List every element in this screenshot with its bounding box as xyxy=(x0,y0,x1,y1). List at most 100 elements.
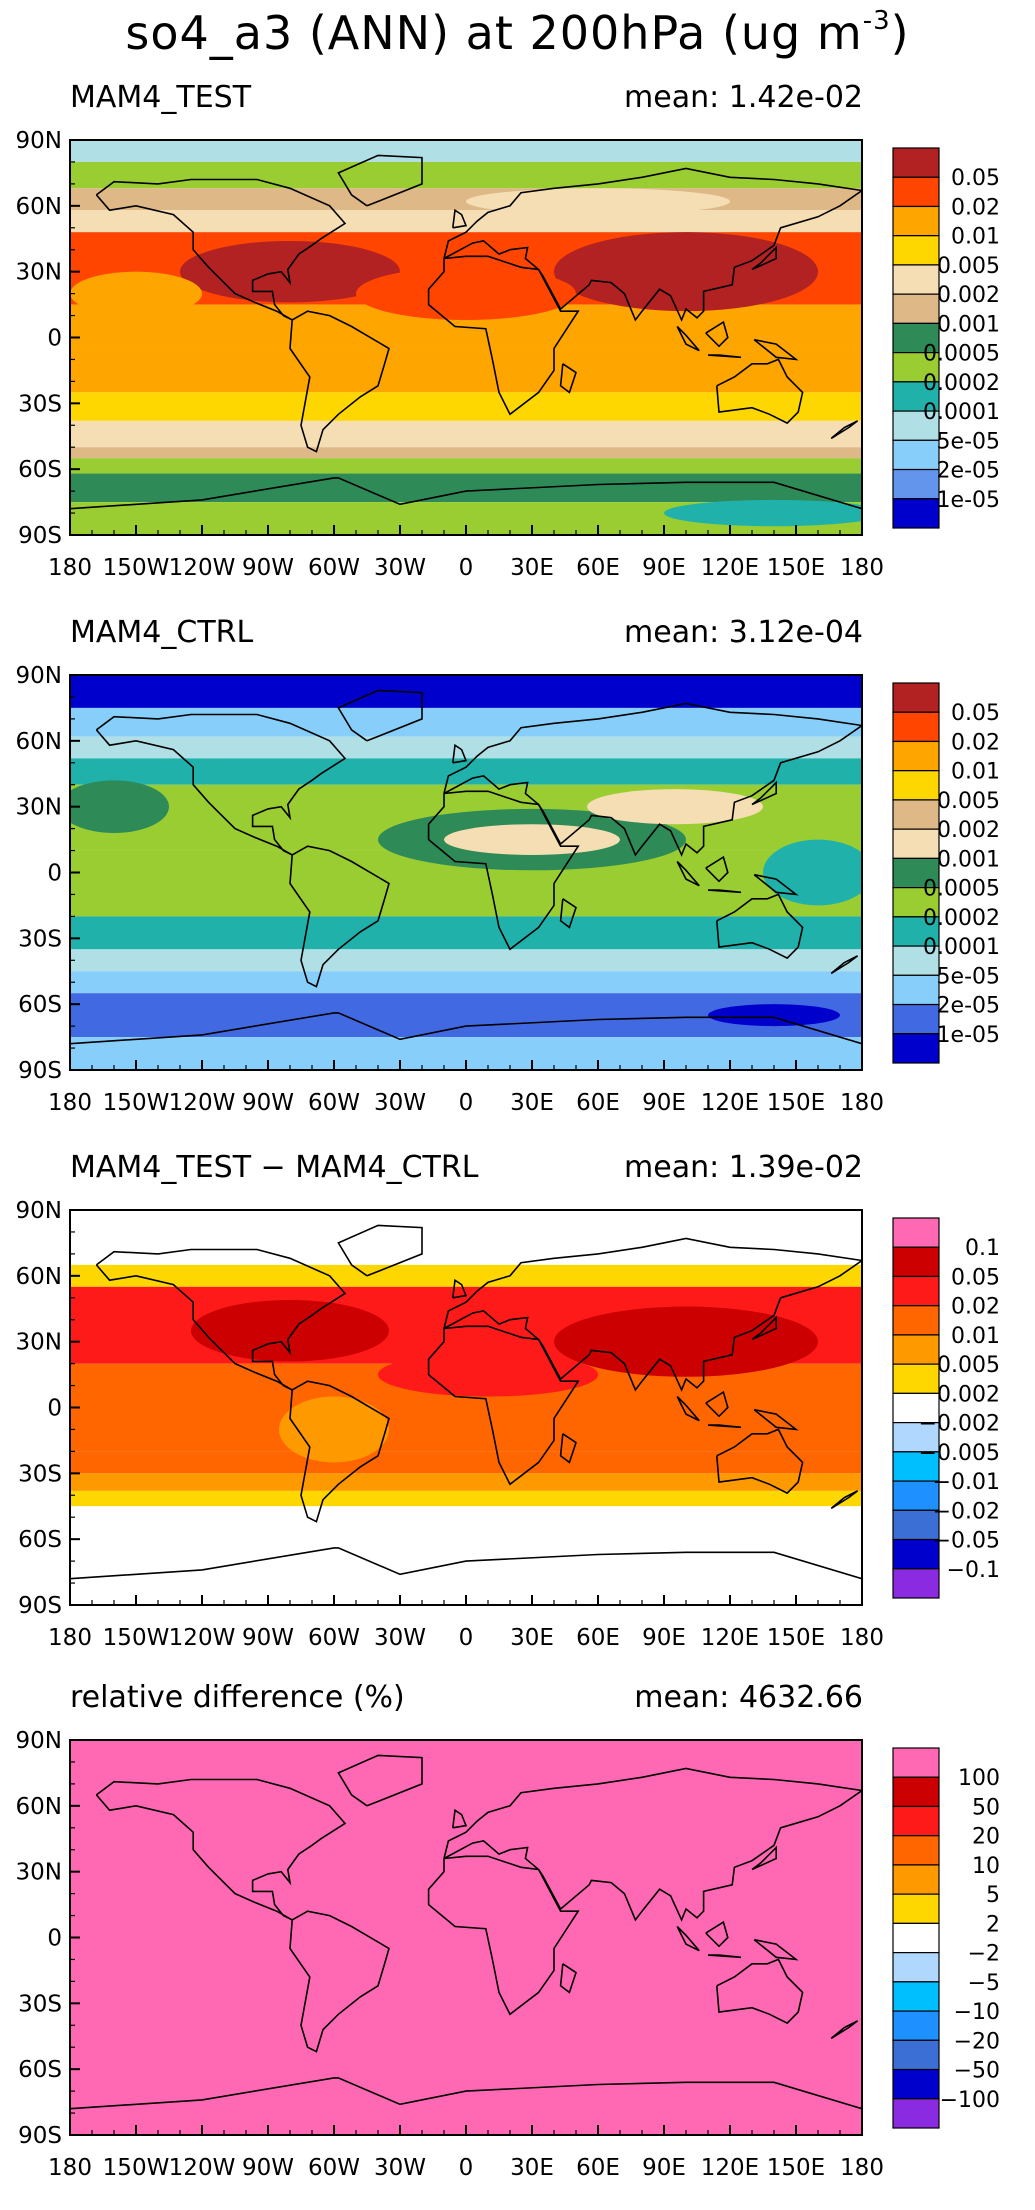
colorbar-swatch xyxy=(892,205,940,237)
data-region xyxy=(587,789,763,825)
x-tick-label: 0 xyxy=(459,1625,474,1651)
colorbar-label: −0.05 xyxy=(933,1529,1000,1554)
map-plot: 180 150W 120W 90W 60W 30W 0 30E 60E 90E 120E 150E 18… xyxy=(16,128,1000,581)
data-region xyxy=(279,1396,389,1463)
colorbar-label: 0.05 xyxy=(951,166,1000,191)
data-band xyxy=(70,949,862,972)
data-band xyxy=(70,161,862,189)
colorbar-swatch xyxy=(892,1422,940,1453)
coastline xyxy=(289,310,390,453)
y-tick-label: 60S xyxy=(18,2057,62,2083)
data-region xyxy=(708,1004,840,1027)
data-band xyxy=(70,1490,862,1507)
colorbar-swatch xyxy=(892,916,940,947)
colorbar-label: 0.0001 xyxy=(923,935,1000,960)
x-tick-label: 180 xyxy=(840,555,884,581)
x-tick-label: 60W xyxy=(308,1090,360,1116)
colorbar-label: −20 xyxy=(954,2029,1000,2054)
colorbar-label: 0.01 xyxy=(951,760,1000,785)
coastline xyxy=(751,780,777,806)
colorbar-label: 0.01 xyxy=(951,225,1000,250)
x-tick-label: 30W xyxy=(374,555,426,581)
data-band xyxy=(70,473,862,503)
colorbar-swatch xyxy=(892,1981,940,2012)
coastline xyxy=(443,1767,862,1922)
map-plot: 180 150W 120W 90W 60W 30W 0 30E 60E 90E 120E 150E 18… xyxy=(16,1198,1000,1651)
colorbar-swatch xyxy=(892,1217,940,1248)
x-tick-label: 150E xyxy=(767,1090,825,1116)
coastline xyxy=(830,955,859,975)
data-band xyxy=(70,758,862,785)
y-tick-label: 0 xyxy=(47,1926,62,1952)
x-tick-label: 180 xyxy=(48,2155,92,2181)
x-tick-label: 150W xyxy=(103,1090,170,1116)
data-band xyxy=(70,140,862,162)
coastline xyxy=(70,2077,862,2110)
coastline xyxy=(705,1390,729,1418)
coastline xyxy=(716,893,804,960)
colorbar-swatch xyxy=(892,828,940,859)
x-tick-label: 0 xyxy=(459,1090,474,1116)
coastline xyxy=(443,167,862,322)
x-tick-label: 30E xyxy=(510,1625,554,1651)
coastline xyxy=(705,1920,729,1948)
coastline xyxy=(830,2020,859,2040)
coastline xyxy=(95,1248,347,1391)
colorbar-label: 0.0001 xyxy=(923,400,1000,425)
colorbar-label: 2e-05 xyxy=(937,459,1000,484)
x-tick-label: 90W xyxy=(242,1625,294,1651)
x-tick-label: 150W xyxy=(103,555,170,581)
coastline xyxy=(830,1490,859,1510)
data-region xyxy=(664,499,862,527)
coastline xyxy=(289,845,390,988)
panel-relative-difference: relative difference (%) mean: 4632.66 18… xyxy=(0,1680,1035,2210)
panel-mean-label: mean: 4632.66 xyxy=(634,1680,863,1715)
colorbar-label: −0.005 xyxy=(919,1441,1000,1466)
colorbar-label: 0.0005 xyxy=(923,877,1000,902)
y-tick-label: 0 xyxy=(47,861,62,887)
x-tick-label: 120E xyxy=(701,555,759,581)
x-tick-label: 30W xyxy=(374,1090,426,1116)
colorbar-label: 20 xyxy=(972,1825,1000,1850)
colorbar-swatch xyxy=(892,1334,940,1365)
data-band xyxy=(70,675,862,708)
x-tick-label: 0 xyxy=(459,2155,474,2181)
panel-left-title: MAM4_TEST xyxy=(70,80,252,115)
y-tick-label: 60N xyxy=(16,1794,62,1820)
x-tick-label: 60W xyxy=(308,1625,360,1651)
coastline xyxy=(707,1424,742,1429)
map-plot: 180 150W 120W 90W 60W 30W 0 30E 60E 90E 120E 150E 18… xyxy=(16,663,1000,1116)
colorbar-swatch xyxy=(892,857,940,889)
data-field xyxy=(70,1210,862,1605)
coastline xyxy=(676,1925,700,1952)
colorbar-swatch xyxy=(892,1835,940,1866)
colorbar-label: −5 xyxy=(968,1971,1000,1996)
colorbar-swatch xyxy=(892,1922,940,1954)
panel-left-title: MAM4_TEST − MAM4_CTRL xyxy=(70,1150,479,1185)
colorbar-swatch xyxy=(892,770,940,801)
panel-mean-label: mean: 1.39e-02 xyxy=(624,1150,863,1185)
coastline xyxy=(427,255,580,416)
coastline xyxy=(95,178,347,321)
data-region xyxy=(466,188,730,215)
colorbar-swatch xyxy=(892,352,940,383)
data-band xyxy=(70,736,862,759)
colorbar-swatch xyxy=(892,1864,940,1895)
y-tick-label: 90S xyxy=(18,523,62,549)
coastline xyxy=(676,325,700,352)
data-band xyxy=(70,916,862,950)
colorbar-label: 0.002 xyxy=(937,1382,1000,1407)
panel-left-title: relative difference (%) xyxy=(70,1680,405,1715)
colorbar-label: 0.02 xyxy=(951,1295,1000,1320)
colorbar-label: 5e-05 xyxy=(937,429,1000,454)
x-tick-label: 60W xyxy=(308,555,360,581)
colorbar-label: 0.005 xyxy=(937,789,1000,814)
data-field xyxy=(70,140,862,535)
colorbar-swatch xyxy=(892,381,940,412)
colorbar-swatch xyxy=(892,1033,940,1064)
coastline xyxy=(753,338,799,361)
colorbar-label: 50 xyxy=(972,1795,1000,1820)
data-band xyxy=(70,210,862,233)
coastline xyxy=(716,1428,804,1495)
coastline xyxy=(443,1237,862,1392)
